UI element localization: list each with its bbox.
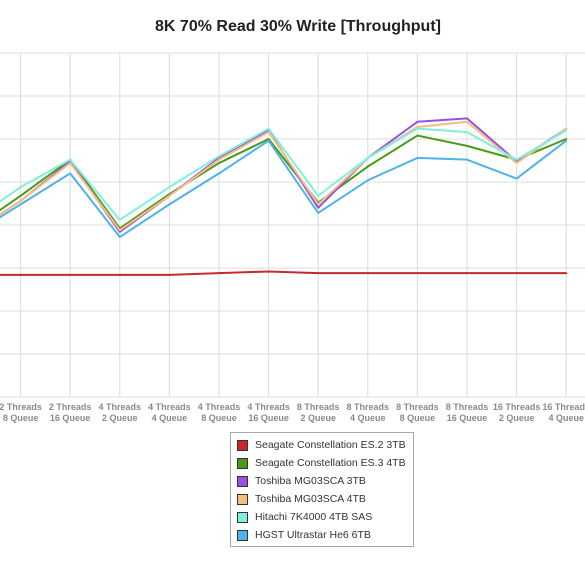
legend-swatch [237,439,248,451]
x-tick-label: 16 Threads [542,402,585,412]
x-tick-label: 8 Threads [396,402,439,412]
legend-swatch [237,493,248,505]
x-tick-label: 2 Queue [499,413,535,423]
legend-label: HGST Ultrastar He6 6TB [255,529,371,541]
series-lines [0,117,568,276]
chart-title: 8K 70% Read 30% Write [Throughput] [155,18,441,35]
x-tick-label: 4 Queue [350,413,386,423]
x-tick-label: 8 Queue [201,413,237,423]
x-tick-label: 2 Queue [102,413,138,423]
x-tick-label: 8 Threads [347,402,390,412]
legend-label: Seagate Constellation ES.3 4TB [255,457,406,469]
legend-item[interactable]: Toshiba MG03SCA 3TB [231,472,413,490]
x-tick-label: 8 Queue [3,413,39,423]
x-tick-label: 16 Queue [447,413,488,423]
x-tick-label: 2 Queue [300,413,336,423]
x-tick-label: 2 Threads [0,402,42,412]
x-tick-label: 4 Queue [548,413,584,423]
legend-item[interactable]: Seagate Constellation ES.2 3TB [231,436,413,454]
legend-label: Toshiba MG03SCA 4TB [255,493,366,505]
series-line-3 [0,117,568,233]
legend-swatch [237,475,248,487]
legend-item[interactable]: Seagate Constellation ES.3 4TB [231,454,413,472]
legend-item[interactable]: Toshiba MG03SCA 4TB [231,490,413,508]
x-tick-label: 16 Threads [493,402,541,412]
x-tick-label: 8 Threads [446,402,489,412]
x-tick-label: 4 Threads [247,402,290,412]
x-tick-label: 4 Queue [152,413,188,423]
horizontal-gridlines [0,52,585,398]
series-line-5 [0,127,568,221]
x-tick-label: 4 Threads [99,402,142,412]
legend-swatch [237,511,248,523]
series-line-4 [0,120,568,232]
legend-item[interactable]: Hitachi 7K4000 4TB SAS [231,508,413,526]
legend-item[interactable]: HGST Ultrastar He6 6TB [231,526,413,544]
legend-swatch [237,457,248,469]
legend-label: Seagate Constellation ES.2 3TB [255,439,406,451]
x-tick-label: 4 Threads [198,402,241,412]
x-tick-label: 16 Queue [50,413,91,423]
x-tick-label: 2 Threads [49,402,92,412]
series-line-1 [0,270,568,276]
legend-swatch [237,529,248,541]
x-tick-label: 16 Queue [248,413,289,423]
x-tick-label: 4 Threads [148,402,191,412]
x-tick-label: 8 Queue [400,413,436,423]
x-tick-label: 8 Threads [297,402,340,412]
legend-label: Hitachi 7K4000 4TB SAS [255,511,373,523]
series-line-6 [0,139,568,239]
legend-label: Toshiba MG03SCA 3TB [255,475,366,487]
vertical-gridlines [20,53,567,397]
legend: Seagate Constellation ES.2 3TB Seagate Co… [230,432,414,547]
